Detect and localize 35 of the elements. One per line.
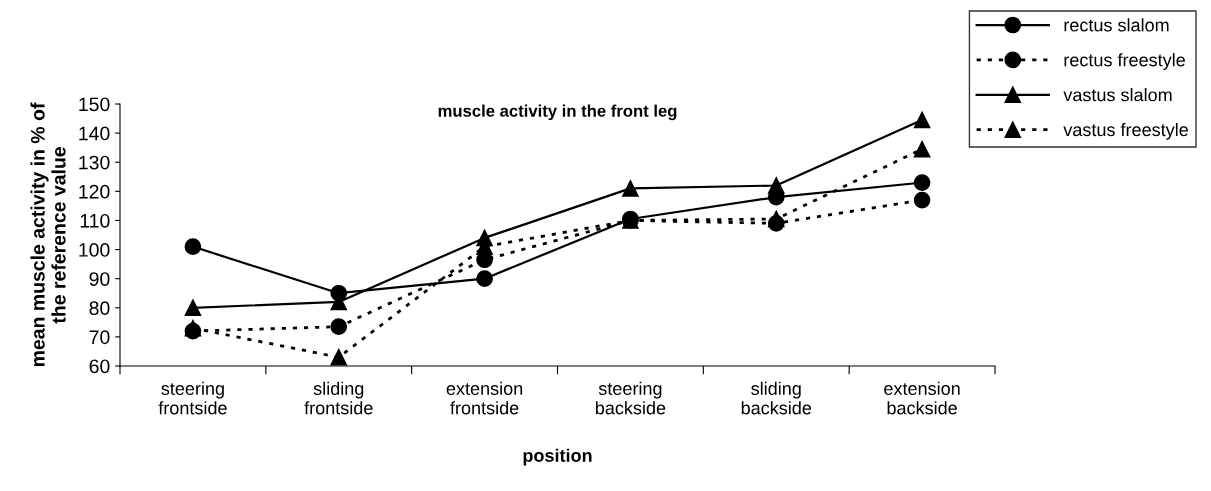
x-tick-label: sliding frontside [304,381,373,415]
y-tick-label: 80 [89,301,110,316]
x-axis-title: position [523,448,592,466]
point [913,111,931,129]
x-tick-label: steering frontside [158,381,227,415]
point [622,180,639,197]
point [913,174,931,191]
point [767,177,785,194]
chart-title: muscle activity in the front leg [438,104,677,121]
y-tick-label: 110 [80,213,110,228]
x-tick-label: extension backside [884,381,960,415]
point [330,348,348,366]
point [913,140,931,158]
y-tick-label: 100 [79,243,110,257]
y-tick-label: 150 [79,97,110,112]
point [476,270,493,288]
x-tick-label: sliding backside [741,381,812,415]
x-tick-label: steering backside [595,381,666,415]
point [184,238,202,255]
legend-label: vastus freestyle [1063,122,1188,140]
x-tick-label: extension frontside [446,381,523,415]
point [330,318,348,336]
point [913,191,931,209]
legend-label: rectus slalom [1064,18,1169,32]
y-axis-title: mean muscle activity in % of the reference value [30,102,66,367]
legend-label: vastus slalom [1063,88,1172,102]
y-tick-label: 120 [79,184,110,199]
y-tick-label: 90 [89,272,110,286]
y-tick-label: 60 [89,359,110,374]
y-tick-label: 140 [79,126,110,141]
y-tick-label: 130 [79,155,110,170]
point [767,210,785,228]
legend-label: rectus freestyle [1064,53,1185,70]
point [184,299,202,317]
y-tick-label: 70 [89,330,110,345]
